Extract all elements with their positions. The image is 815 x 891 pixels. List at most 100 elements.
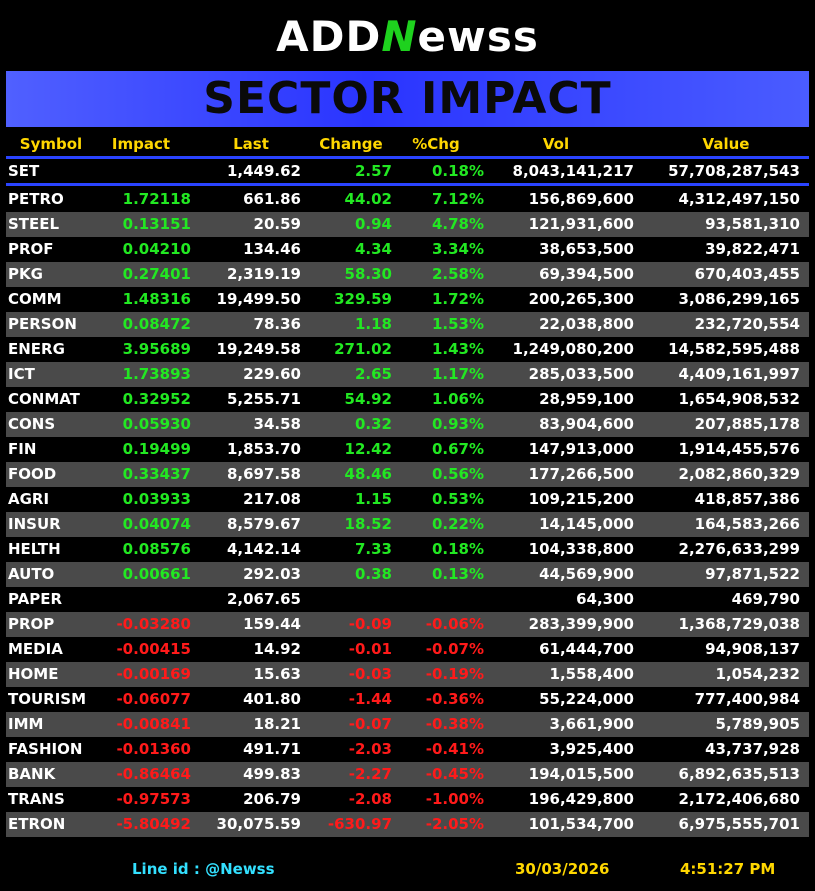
row-symbol: PROF	[8, 240, 54, 258]
row-value: 4,409,161,997	[678, 365, 800, 383]
row-value: 6,892,635,513	[678, 765, 800, 783]
logo-n: N	[381, 12, 418, 61]
row-value: 469,790	[731, 590, 800, 608]
row-last: 229.60	[243, 365, 301, 383]
row-change: -2.08	[348, 790, 392, 808]
header-value: Value	[702, 135, 750, 153]
row-pct-change: -2.05%	[425, 815, 484, 833]
row-symbol: TOURISM	[8, 690, 87, 708]
header-symbol: Symbol	[19, 135, 83, 153]
row-symbol: AUTO	[8, 565, 55, 583]
row-symbol: PERSON	[8, 315, 77, 333]
row-impact: 0.27401	[122, 265, 191, 283]
row-value: 2,082,860,329	[678, 465, 800, 483]
row-value: 1,914,455,576	[678, 440, 800, 458]
table-row: PERSON 0.08472 78.36 1.18 1.53% 22,038,800 232…	[6, 312, 809, 337]
row-impact: -0.00415	[116, 640, 191, 658]
header-last: Last	[233, 135, 269, 153]
row-pct-change: 0.56%	[431, 465, 484, 483]
row-value: 93,581,310	[705, 215, 800, 233]
row-last: 206.79	[243, 790, 301, 808]
row-vol: 64,300	[576, 590, 634, 608]
row-last: 15.63	[253, 665, 301, 683]
index-row: SET 1,449.62 2.57 0.18% 8,043,141,217 57…	[6, 159, 809, 184]
row-impact: 1.48316	[122, 290, 191, 308]
row-impact	[106, 587, 191, 612]
row-impact: 0.05930	[122, 415, 191, 433]
row-vol: 28,959,100	[539, 390, 634, 408]
table-row: FOOD 0.33437 8,697.58 48.46 0.56% 177,266,500…	[6, 462, 809, 487]
row-change: 58.30	[344, 265, 392, 283]
table-row: PROP -0.03280 159.44 -0.09 -0.06% 283,399,900…	[6, 612, 809, 637]
row-value: 39,822,471	[705, 240, 800, 258]
row-symbol: FASHION	[8, 740, 83, 758]
header-pct-change: %Chg	[412, 135, 460, 153]
row-change: 12.42	[344, 440, 392, 458]
row-symbol: IMM	[8, 715, 44, 733]
row-vol: 22,038,800	[539, 315, 634, 333]
row-symbol: CONMAT	[8, 390, 80, 408]
row-vol: 1,558,400	[549, 665, 634, 683]
row-pct-change: 3.34%	[431, 240, 484, 258]
row-impact: 1.73893	[122, 365, 191, 383]
row-symbol: COMM	[8, 290, 62, 308]
row-change: -2.03	[348, 740, 392, 758]
table-row: HELTH 0.08576 4,142.14 7.33 0.18% 104,338,800…	[6, 537, 809, 562]
table-row: CONS 0.05930 34.58 0.32 0.93% 83,904,600 207,8…	[6, 412, 809, 437]
row-change: -0.07	[348, 715, 392, 733]
row-value: 1,054,232	[715, 665, 800, 683]
row-change: 1.18	[354, 315, 392, 333]
table-row: ENERG 3.95689 19,249.58 271.02 1.43% 1,249,08…	[6, 337, 809, 362]
row-value: 5,789,905	[715, 715, 800, 733]
row-vol: 109,215,200	[528, 490, 634, 508]
row-symbol: TRANS	[8, 790, 65, 808]
row-value: 1,654,908,532	[678, 390, 800, 408]
table-row: CONMAT 0.32952 5,255.71 54.92 1.06% 28,959,10…	[6, 387, 809, 412]
row-last: 78.36	[253, 315, 301, 333]
row-symbol: BANK	[8, 765, 56, 783]
row-change: 2.65	[354, 365, 392, 383]
row-pct-change: 0.13%	[431, 565, 484, 583]
row-impact: -0.86464	[116, 765, 191, 783]
row-impact: 0.03933	[122, 490, 191, 508]
row-last: 20.59	[253, 215, 301, 233]
row-change: 48.46	[344, 465, 392, 483]
row-impact: 1.72118	[122, 190, 191, 208]
row-vol: 196,429,800	[528, 790, 634, 808]
table-row: IMM -0.00841 18.21 -0.07 -0.38% 3,661,900 5,78…	[6, 712, 809, 737]
row-value: 164,583,266	[694, 515, 800, 533]
table-row: INSUR 0.04074 8,579.67 18.52 0.22% 14,145,000…	[6, 512, 809, 537]
table-row: BANK -0.86464 499.83 -2.27 -0.45% 194,015,500…	[6, 762, 809, 787]
row-value: 3,086,299,165	[678, 290, 800, 308]
row-symbol: PAPER	[8, 590, 63, 608]
row-impact: 0.19499	[122, 440, 191, 458]
row-last: 2,067.65	[226, 590, 301, 608]
row-pct-change	[396, 587, 484, 612]
row-vol: 101,534,700	[528, 815, 634, 833]
row-vol: 194,015,500	[528, 765, 634, 783]
row-impact: 0.08576	[122, 540, 191, 558]
logo-suffix: ewss	[417, 12, 539, 61]
row-vol: 55,224,000	[539, 690, 634, 708]
row-pct-change: 0.22%	[431, 515, 484, 533]
row-last: 217.08	[243, 490, 301, 508]
row-pct-change: 2.58%	[431, 265, 484, 283]
row-value: 777,400,984	[694, 690, 800, 708]
row-last: 292.03	[243, 565, 301, 583]
row-last: 5,255.71	[226, 390, 301, 408]
row-last: 2,319.19	[226, 265, 301, 283]
row-pct-change: -0.19%	[425, 665, 484, 683]
row-value: 232,720,554	[694, 315, 800, 333]
row-impact: 0.33437	[122, 465, 191, 483]
row-change: -1.44	[348, 690, 392, 708]
row-impact: 0.32952	[122, 390, 191, 408]
row-impact: 0.08472	[122, 315, 191, 333]
row-pct-change: 1.17%	[431, 365, 484, 383]
index-change: 2.57	[354, 162, 392, 180]
row-vol: 44,569,900	[539, 565, 634, 583]
row-change: 18.52	[344, 515, 392, 533]
row-last: 8,579.67	[226, 515, 301, 533]
row-value: 2,276,633,299	[678, 540, 800, 558]
table-row: PETRO 1.72118 661.86 44.02 7.12% 156,869,600 4…	[6, 187, 809, 212]
row-last: 8,697.58	[226, 465, 301, 483]
